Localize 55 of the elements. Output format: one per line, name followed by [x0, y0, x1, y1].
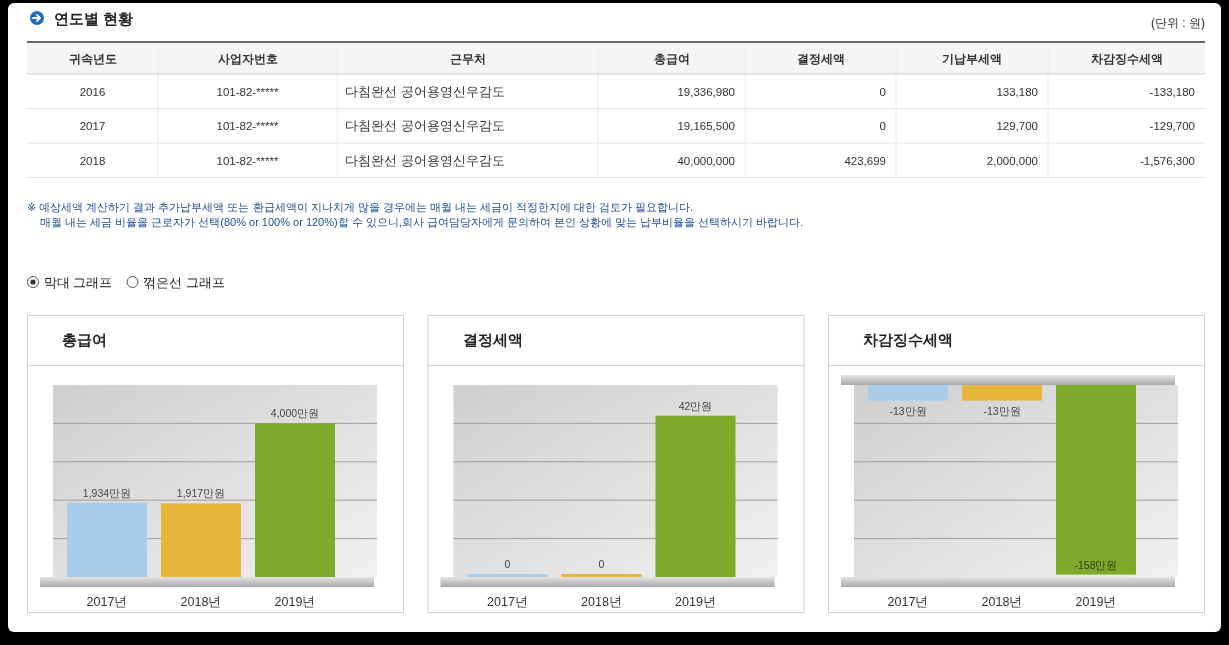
- text: 19,336,980: [677, 85, 735, 98]
- text: 101-82-*****: [216, 120, 279, 133]
- text: 0: [879, 85, 886, 98]
- x-tick-label: 2018년: [581, 595, 622, 609]
- data-label: 0: [504, 558, 511, 570]
- x-tick-label: 2018년: [981, 595, 1023, 609]
- text: -133,180: [1149, 85, 1195, 98]
- text: 다침완선 공어용영신우감도: [345, 83, 505, 99]
- category-label: 근무처: [449, 52, 486, 66]
- text: 2017: [79, 120, 106, 133]
- text: 연도별 현황: [54, 10, 134, 27]
- text: 꺾은선 그래프: [143, 275, 225, 290]
- text: 2016: [79, 85, 106, 98]
- text: 매월 내는 세금 비율을 근로자가 선택(80% or 100% or 120%)할 수 있으니,회사 급여담당자에게 문의하여 본인 상황에 맞는 납부비율을 선택하시기 바랍니다.: [40, 216, 804, 228]
- chart-title: 결정세액: [462, 331, 523, 348]
- text: 423,699: [844, 154, 886, 167]
- x-tick-label: 2018년: [180, 595, 222, 609]
- x-tick-label: 2019년: [1075, 595, 1117, 609]
- x-tick-label: 2019년: [675, 595, 716, 609]
- text: 0: [879, 120, 886, 133]
- text: 19,165,500: [677, 120, 735, 133]
- data-label: 1,917만원: [176, 487, 226, 500]
- text: ※ 예상세액 계산하기 결과 추가납부세액 또는 환급세액이 지나치게 많을 경우에는 매월 내는 세금이 적정한지에 대한 검토가 필요합니다.: [27, 201, 694, 213]
- text: (단위 : 원): [1151, 16, 1205, 30]
- category-label: 사업자번호: [217, 52, 278, 66]
- text: 2018: [79, 154, 106, 167]
- data-label: -158만원: [1074, 558, 1118, 571]
- chart-title: 총급여: [62, 331, 107, 348]
- x-tick-label: 2017년: [487, 595, 528, 609]
- category-label: 총급여: [653, 52, 690, 66]
- category-label: 기납부세액: [942, 52, 1002, 66]
- text: 막대 그래프: [44, 275, 113, 290]
- category-label: 차감징수세액: [1090, 52, 1163, 66]
- data-label: 42만원: [678, 399, 713, 412]
- category-label: 결정세액: [796, 52, 845, 66]
- text: 129,700: [996, 120, 1038, 133]
- x-tick-label: 2019년: [274, 595, 316, 609]
- data-label: 4,000만원: [270, 407, 320, 420]
- text: 다침완선 공어용영신우감도: [345, 118, 505, 134]
- text: 133,180: [996, 85, 1038, 98]
- text: -1,576,300: [1140, 154, 1195, 167]
- data-label: -13만원: [889, 404, 927, 417]
- category-label: 귀속년도: [68, 52, 117, 66]
- text: -129,700: [1149, 120, 1195, 133]
- text: 2,000,000: [986, 154, 1038, 167]
- x-tick-label: 2017년: [887, 595, 929, 609]
- text: 다침완선 공어용영신우감도: [345, 152, 505, 168]
- text: 101-82-*****: [216, 85, 279, 98]
- data-label: 0: [598, 558, 605, 570]
- x-tick-label: 2017년: [86, 595, 128, 609]
- text: 40,000,000: [677, 154, 735, 167]
- text: 101-82-*****: [216, 154, 279, 167]
- data-label: -13만원: [983, 404, 1021, 417]
- chart-title: 차감징수세액: [863, 331, 953, 348]
- data-label: 1,934만원: [82, 486, 132, 499]
